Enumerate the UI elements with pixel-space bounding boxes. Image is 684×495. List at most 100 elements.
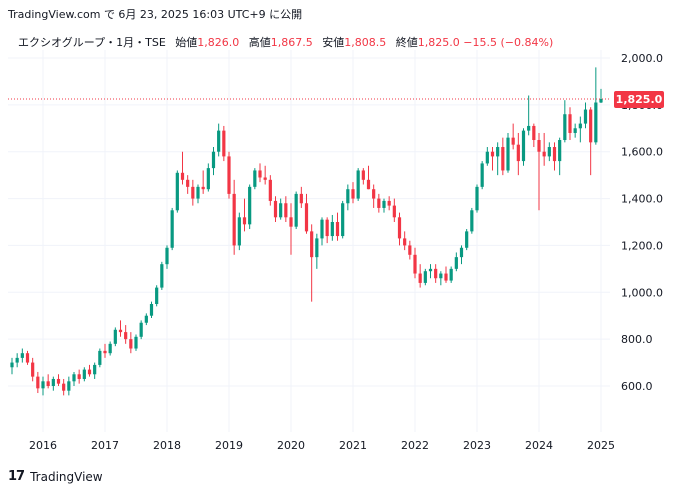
candle (294, 191, 298, 230)
candle-body (356, 170, 360, 199)
candle-body (392, 205, 396, 218)
candle (279, 198, 283, 220)
candle (201, 170, 205, 194)
candle (222, 125, 226, 162)
candle-body (124, 332, 128, 340)
candle-body (294, 193, 298, 227)
y-tick-label: 1,000.0 (621, 286, 663, 299)
candle (552, 142, 557, 171)
candle-body (217, 130, 221, 152)
candle (568, 107, 572, 140)
candle-body (532, 125, 536, 140)
candle-body (578, 123, 582, 129)
candle (180, 151, 185, 185)
candle-body (263, 177, 267, 180)
x-tick-label: 2020 (277, 439, 305, 452)
candle (428, 264, 433, 279)
candle (289, 203, 293, 255)
candle-body (537, 140, 541, 152)
candle-body (335, 222, 340, 237)
candle (377, 193, 381, 213)
candle (217, 123, 221, 157)
candle-body (449, 268, 453, 281)
candle (103, 343, 107, 358)
candle-body (149, 304, 154, 316)
candle-body (41, 381, 45, 389)
x-tick-label: 2025 (587, 439, 615, 452)
candle-body (77, 374, 81, 379)
candle-body (346, 189, 350, 204)
candle-body (506, 137, 510, 171)
candle (521, 128, 526, 166)
candle-body (82, 369, 86, 379)
candle (356, 168, 360, 201)
candle (351, 182, 355, 204)
candle (51, 376, 55, 391)
candle-body (583, 109, 588, 124)
grid-lines (8, 50, 610, 432)
candle-body (599, 99, 603, 103)
candle (253, 168, 257, 190)
candle (118, 320, 123, 337)
candle-body (108, 343, 112, 354)
candle-body (361, 170, 365, 180)
candle-body (258, 170, 262, 178)
candle (144, 313, 148, 326)
candle-body (511, 137, 515, 145)
candle-body (222, 130, 226, 157)
candle (372, 184, 376, 208)
candle (113, 327, 117, 347)
candle-body (480, 163, 484, 187)
candle (361, 168, 365, 185)
candle (10, 357, 14, 375)
candle (268, 175, 272, 206)
candle (341, 200, 345, 239)
candle (87, 364, 92, 377)
candle-body (273, 200, 278, 218)
candle-body (242, 217, 247, 225)
candle-body (387, 200, 391, 206)
candle-body (418, 273, 422, 283)
candle (165, 245, 169, 269)
candle (583, 102, 588, 129)
candle-body (134, 336, 138, 349)
candle-body (310, 231, 314, 258)
candle-body (46, 381, 50, 386)
candle-body (25, 353, 30, 363)
candle (511, 123, 515, 150)
candle-body (62, 383, 66, 391)
candle (139, 320, 143, 340)
candle (320, 217, 324, 246)
candle-body (568, 114, 572, 133)
candle (242, 198, 247, 232)
candle-body (51, 378, 55, 386)
x-tick-label: 2017 (91, 439, 119, 452)
candle (542, 132, 546, 166)
candle (444, 266, 448, 283)
candle-body (232, 193, 236, 246)
candle (459, 245, 464, 265)
x-tick-label: 2019 (215, 439, 243, 452)
candle-body (589, 109, 593, 143)
candle (480, 161, 484, 190)
candle (397, 212, 402, 246)
candle-body (87, 369, 92, 375)
candle (25, 350, 30, 365)
candlestick-chart[interactable]: 600.0 800.0 1,000.0 1,200.0 1,400.0 1,600.0 1,… (0, 0, 684, 460)
last-price-label: 1,825.0 (616, 93, 663, 106)
candle (449, 266, 453, 283)
candle (108, 341, 112, 356)
candle-body (516, 144, 520, 162)
x-tick-label: 2021 (339, 439, 367, 452)
candle-body (129, 339, 133, 349)
candle (155, 285, 159, 307)
candle-body (211, 151, 216, 169)
candle (211, 147, 216, 176)
candle (434, 264, 438, 283)
candle (175, 170, 179, 213)
candle (558, 137, 562, 176)
candle (191, 179, 195, 206)
candle-body (160, 264, 164, 288)
tradingview-branding[interactable]: 17 TradingView (8, 469, 103, 484)
candle-body (594, 102, 598, 143)
